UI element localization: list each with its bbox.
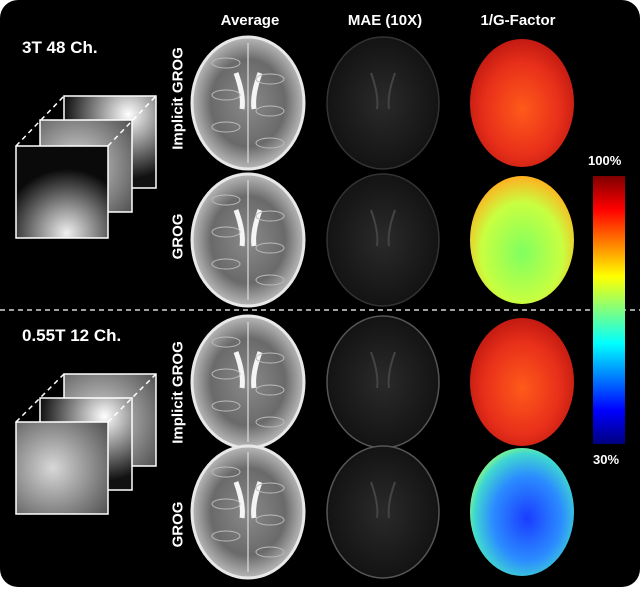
- section-label-3t: 3T 48 Ch.: [22, 38, 98, 57]
- row-label-implicit-grog-055t: Implicit GROG: [169, 341, 187, 444]
- row-label-implicit-grog-3t: Implicit GROG: [169, 47, 187, 150]
- gfactor-image: [470, 176, 574, 304]
- colorbar: [593, 176, 625, 444]
- image-grid: [190, 35, 574, 580]
- row-label-grog-3t: GROG: [169, 213, 187, 260]
- column-header-mae: MAE (10X): [347, 12, 423, 29]
- gfactor-image: [470, 318, 574, 446]
- average-image: [190, 172, 306, 308]
- average-image: [190, 314, 306, 450]
- average-image: [190, 444, 306, 580]
- column-header-gfactor: 1/G-Factor: [480, 12, 556, 29]
- mae-image: [326, 445, 440, 579]
- colorbar-min-label: 30%: [593, 452, 620, 467]
- mae-image: [326, 315, 440, 449]
- average-image: [190, 35, 306, 171]
- mae-image: [326, 36, 440, 170]
- colorbar-max-label: 100%: [588, 153, 622, 168]
- gfactor-image: [470, 39, 574, 167]
- coil-stack-055t-icon: [15, 373, 157, 515]
- row-label-grog-055t: GROG: [169, 501, 187, 548]
- column-header-average: Average: [220, 12, 280, 29]
- section-label-055t: 0.55T 12 Ch.: [22, 326, 122, 345]
- coil-stack-3t-icon: [15, 95, 157, 239]
- mae-image: [326, 173, 440, 307]
- gfactor-image: [470, 448, 574, 576]
